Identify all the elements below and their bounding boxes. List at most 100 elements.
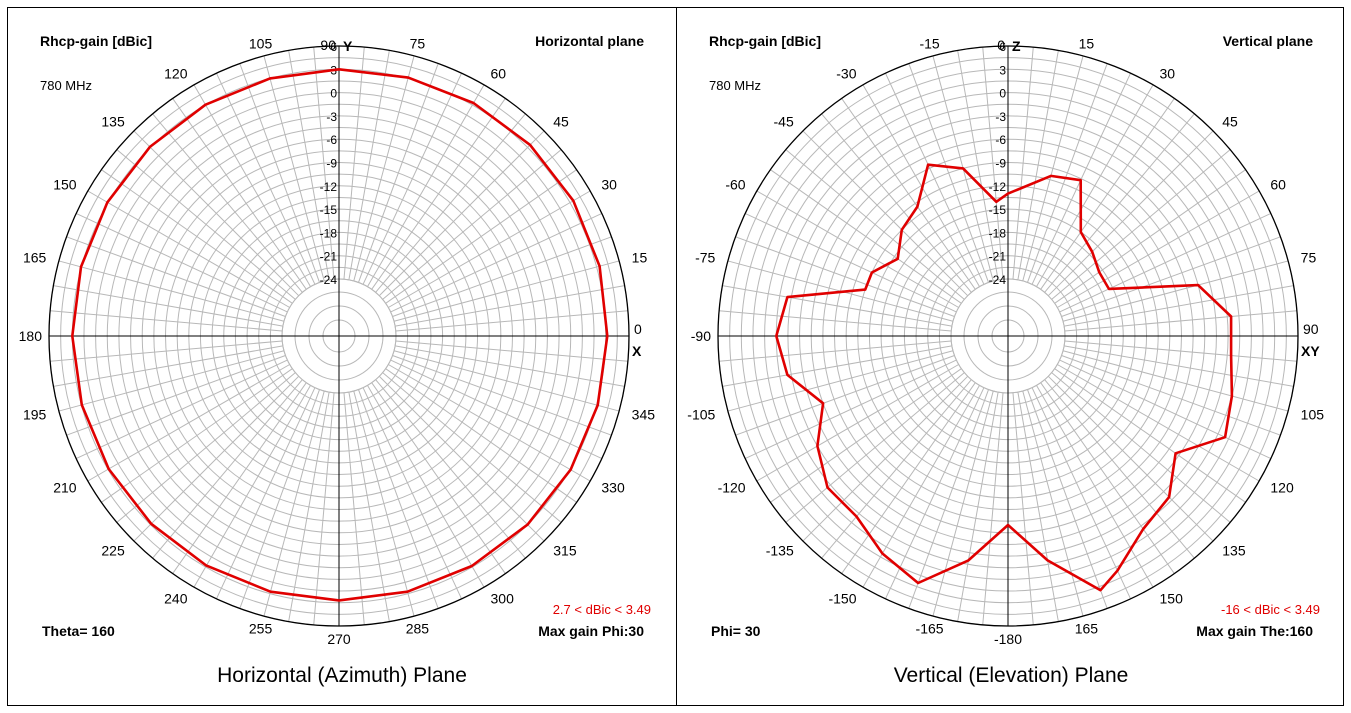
angle-tick-label: 45 bbox=[1222, 114, 1238, 130]
angular-grid-spoke bbox=[288, 392, 330, 622]
angular-grid-spoke bbox=[1057, 364, 1260, 482]
angle-tick-label: -105 bbox=[687, 406, 715, 422]
angular-grid-spoke bbox=[1044, 379, 1195, 559]
angular-grid-spoke bbox=[388, 364, 591, 482]
angle-tick-label: 300 bbox=[491, 590, 515, 606]
angular-grid-spoke bbox=[75, 359, 288, 460]
radial-tick-label: -6 bbox=[995, 133, 1006, 147]
plane-label: Vertical plane bbox=[1223, 33, 1313, 49]
angular-grid-spoke bbox=[116, 372, 296, 523]
horizontal-plane-panel: Rhcp-gain [dBic] Horizontal plane 780 MH… bbox=[8, 8, 676, 705]
angular-grid-spoke bbox=[392, 355, 612, 436]
panel-divider bbox=[676, 7, 677, 706]
angle-tick-label: 105 bbox=[249, 35, 273, 51]
angle-tick-label: -45 bbox=[774, 114, 794, 130]
radial-tick-label: -9 bbox=[995, 157, 1006, 171]
angular-grid-spoke bbox=[50, 340, 283, 362]
angular-grid-spoke bbox=[957, 50, 999, 280]
angular-grid-spoke bbox=[343, 47, 365, 280]
angular-grid-spoke bbox=[348, 50, 390, 280]
angular-grid-spoke bbox=[722, 345, 952, 387]
vertical-plane-panel: Rhcp-gain [dBic] Vertical plane 780 MHz … bbox=[677, 8, 1345, 705]
angular-grid-spoke bbox=[193, 84, 311, 287]
angular-grid-spoke bbox=[239, 389, 320, 609]
angle-tick-label: 60 bbox=[1270, 177, 1286, 193]
figure-frame bbox=[7, 7, 1344, 706]
angular-grid-spoke bbox=[1064, 345, 1294, 387]
angular-grid-spoke bbox=[358, 63, 439, 283]
angle-tick-label: 135 bbox=[1222, 542, 1246, 558]
angle-tick-label: 75 bbox=[410, 35, 426, 51]
angle-tick-label: 330 bbox=[601, 480, 625, 496]
angular-grid-spoke bbox=[1017, 50, 1059, 280]
angular-grid-spoke bbox=[367, 385, 485, 588]
angle-tick-label: 45 bbox=[553, 114, 569, 130]
angular-grid-spoke bbox=[395, 285, 625, 327]
angular-grid-spoke bbox=[744, 359, 957, 460]
angular-grid-spoke bbox=[75, 212, 288, 313]
angle-tick-label: 165 bbox=[23, 250, 47, 266]
radial-tick-label: -15 bbox=[320, 203, 338, 217]
angular-grid-spoke bbox=[1059, 359, 1272, 460]
angular-grid-spoke bbox=[1059, 212, 1272, 313]
angle-tick-label: 0 bbox=[634, 321, 642, 337]
angular-grid-spoke bbox=[1027, 389, 1108, 609]
angular-grid-spoke bbox=[50, 310, 283, 332]
angular-grid-spoke bbox=[343, 392, 365, 625]
angular-grid-spoke bbox=[1031, 387, 1132, 600]
axis-name-label: Y bbox=[343, 38, 353, 54]
angular-grid-spoke bbox=[1061, 355, 1281, 436]
angular-grid-spoke bbox=[1054, 368, 1246, 503]
angular-grid-spoke bbox=[239, 63, 320, 283]
angular-grid-spoke bbox=[371, 98, 506, 290]
angular-grid-spoke bbox=[821, 379, 972, 559]
angular-grid-spoke bbox=[393, 260, 620, 322]
angular-grid-spoke bbox=[770, 368, 962, 503]
angular-grid-spoke bbox=[1057, 190, 1260, 308]
angle-tick-label: -165 bbox=[916, 621, 944, 637]
angle-tick-label: -30 bbox=[836, 66, 856, 82]
angle-tick-label: -150 bbox=[828, 590, 856, 606]
angular-grid-spoke bbox=[1040, 98, 1175, 290]
angular-grid-spoke bbox=[727, 350, 954, 412]
angular-grid-spoke bbox=[385, 169, 577, 304]
angular-grid-spoke bbox=[367, 84, 485, 287]
plane-label: Horizontal plane bbox=[535, 33, 644, 49]
angular-grid-spoke bbox=[1047, 130, 1214, 297]
angular-grid-spoke bbox=[382, 149, 562, 300]
angular-grid-spoke bbox=[395, 310, 628, 332]
angular-grid-spoke bbox=[802, 130, 969, 297]
angle-tick-label: 90 bbox=[320, 37, 336, 53]
axis-name-right-label: X bbox=[632, 343, 642, 359]
angle-tick-label: 120 bbox=[1270, 480, 1294, 496]
angular-grid-spoke bbox=[841, 382, 976, 574]
angular-grid-spoke bbox=[58, 350, 285, 412]
horizontal-polar-plot: Rhcp-gain [dBic] Horizontal plane 780 MH… bbox=[19, 33, 656, 647]
angular-grid-spoke bbox=[53, 345, 283, 387]
angle-tick-label: 120 bbox=[164, 66, 188, 82]
angular-grid-spoke bbox=[862, 84, 980, 287]
angular-grid-spoke bbox=[1036, 385, 1154, 588]
angular-grid-spoke bbox=[1012, 47, 1034, 280]
gain-range-label: 2.7 < dBic < 3.49 bbox=[553, 602, 651, 617]
panel-caption: Horizontal (Azimuth) Plane bbox=[217, 664, 467, 687]
angle-tick-label: 255 bbox=[249, 621, 273, 637]
angular-grid-spoke bbox=[1047, 375, 1214, 542]
angular-grid-spoke bbox=[1012, 392, 1034, 625]
radial-tick-label: 0 bbox=[999, 87, 1006, 101]
radial-tick-label: -15 bbox=[989, 203, 1007, 217]
radial-tick-label: -18 bbox=[989, 226, 1007, 240]
angular-grid-spoke bbox=[172, 382, 307, 574]
radial-tick-label: 6 bbox=[999, 40, 1006, 54]
angular-grid-spoke bbox=[1022, 390, 1084, 617]
footer-right-label: Max gain The:160 bbox=[1196, 623, 1313, 639]
angle-tick-label: 180 bbox=[19, 328, 43, 344]
angular-grid-spoke bbox=[932, 390, 994, 617]
angle-tick-label: 105 bbox=[1301, 406, 1325, 422]
angle-tick-label: 225 bbox=[101, 542, 125, 558]
angle-tick-label: 270 bbox=[327, 631, 351, 647]
gain-pattern-line bbox=[775, 163, 1234, 592]
angular-grid-spoke bbox=[348, 392, 390, 622]
angle-tick-label: 0 bbox=[997, 37, 1005, 53]
angular-grid-spoke bbox=[353, 390, 415, 617]
